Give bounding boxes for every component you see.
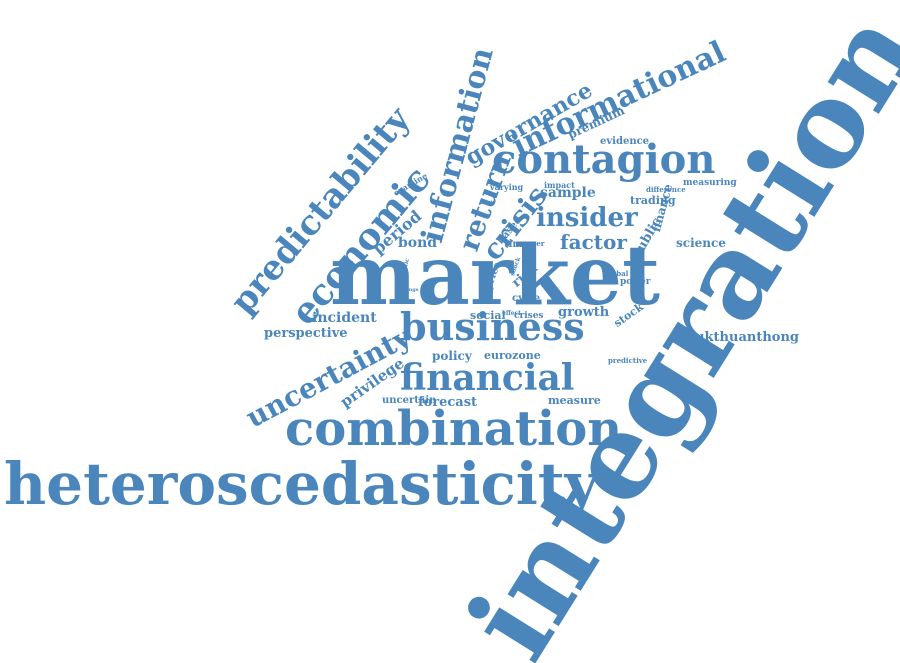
word-bond: bond: [398, 235, 438, 251]
word-insider: insider: [536, 203, 638, 233]
word-policy: policy: [432, 349, 472, 363]
word-factor: factor: [560, 230, 627, 254]
word-power: power: [620, 277, 651, 287]
word-science: science: [676, 236, 726, 250]
word-forecast: forecast: [418, 395, 478, 410]
word-market: market: [330, 228, 660, 324]
word-eurozone: eurozone: [484, 349, 541, 362]
word-financial: financial: [400, 357, 575, 399]
word-impact: impact: [544, 180, 575, 190]
word-global: global: [604, 269, 629, 278]
word-combination: combination: [285, 401, 623, 457]
word-time: time: [504, 239, 530, 250]
word-evidence: evidence: [600, 136, 650, 147]
word-pukthuanthong: pukthuanthong: [686, 330, 800, 345]
word-study: study: [480, 200, 496, 206]
word-findings: findings: [396, 287, 419, 293]
word-measuring: measuring: [683, 178, 737, 188]
word-varying: varying: [490, 182, 524, 192]
word-trading: trading: [630, 194, 676, 207]
word-predictive: predictive: [608, 356, 648, 365]
word-contagion: contagion: [492, 136, 716, 183]
word-cycle: cycle: [512, 293, 541, 304]
word-business: business: [400, 304, 585, 349]
word-incident: incident: [312, 310, 377, 326]
word-growth: growth: [558, 305, 610, 320]
word-measure: measure: [548, 394, 601, 407]
word-paper: paper: [522, 239, 545, 248]
word-sample: sample: [540, 185, 596, 201]
word-effect: effect: [502, 310, 521, 317]
word-social: social: [470, 309, 506, 322]
word-heteroscedasticity: heteroscedasticity: [4, 450, 599, 518]
word-difference: difference: [646, 185, 686, 194]
word-perspective: perspective: [264, 326, 348, 341]
word-uncertain: uncertain: [382, 395, 437, 406]
word-crises: crises: [514, 311, 544, 321]
